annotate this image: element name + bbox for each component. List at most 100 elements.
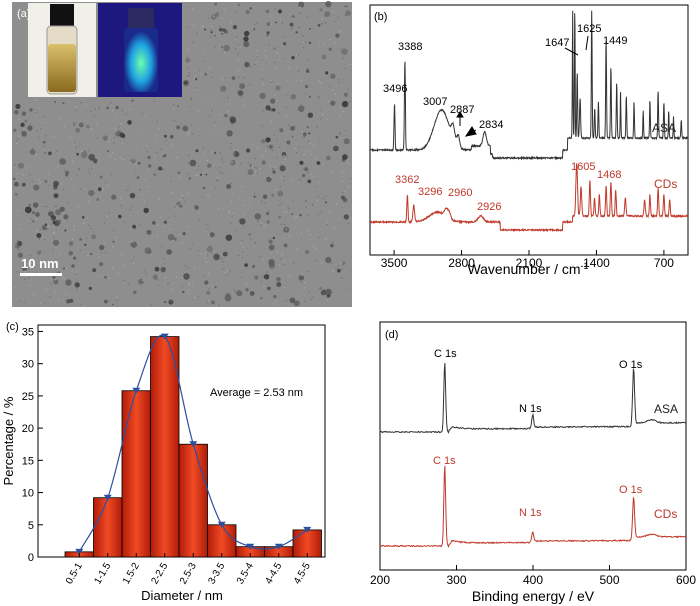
tem-noise xyxy=(298,5,300,7)
tem-noise xyxy=(301,274,303,276)
tem-noise xyxy=(115,130,117,132)
tem-noise xyxy=(298,295,300,297)
tem-noise xyxy=(143,200,146,202)
tem-noise xyxy=(98,274,100,277)
tem-noise xyxy=(234,39,237,41)
tem-noise xyxy=(345,287,348,289)
tem-noise xyxy=(297,70,299,72)
distribution-fit-curve xyxy=(78,334,308,553)
tem-noise xyxy=(79,303,81,305)
distribution-markers xyxy=(75,333,312,555)
histogram-y-tick-label: 15 xyxy=(22,455,34,467)
tem-noise xyxy=(321,262,323,264)
tem-noise xyxy=(31,181,33,183)
tem-noise xyxy=(258,256,261,258)
tem-noise xyxy=(227,111,229,113)
tem-noise xyxy=(44,303,46,305)
tem-particle xyxy=(13,177,16,181)
xps-x-tick-label: 300 xyxy=(446,573,466,587)
tem-particle xyxy=(276,282,282,287)
tem-noise xyxy=(347,186,349,188)
tem-noise xyxy=(128,283,130,285)
tem-noise xyxy=(237,52,239,55)
tem-noise xyxy=(117,273,119,275)
tem-particle xyxy=(239,218,246,225)
tem-particle xyxy=(132,224,137,229)
tem-noise xyxy=(221,172,224,174)
tem-noise xyxy=(295,125,297,127)
tem-noise xyxy=(229,270,231,272)
ftir-cds-line xyxy=(369,163,689,233)
tem-noise xyxy=(204,257,206,259)
tem-noise xyxy=(192,8,194,10)
tem-noise xyxy=(170,146,172,148)
tem-noise xyxy=(268,209,270,212)
tem-noise xyxy=(343,171,345,174)
tem-particle xyxy=(214,12,220,17)
tem-noise xyxy=(326,299,328,302)
tem-noise xyxy=(175,276,177,278)
tem-noise xyxy=(90,167,93,169)
tem-noise xyxy=(206,159,208,162)
tem-noise xyxy=(261,59,263,61)
tem-particle xyxy=(270,98,276,104)
tem-noise xyxy=(36,99,38,101)
tem-noise xyxy=(48,225,50,227)
tem-noise xyxy=(268,44,270,46)
tem-particle xyxy=(265,9,270,14)
tem-noise xyxy=(121,110,124,112)
tem-noise xyxy=(203,50,205,52)
tem-particle xyxy=(290,94,297,100)
tem-noise xyxy=(323,42,325,44)
tem-noise xyxy=(87,255,89,257)
tem-particle xyxy=(127,120,132,125)
vial-daylight-photo xyxy=(28,3,96,97)
tem-particle xyxy=(160,266,166,273)
tem-particle xyxy=(144,247,152,255)
tem-particle xyxy=(15,193,18,196)
tem-particle xyxy=(204,72,208,76)
tem-noise xyxy=(103,104,105,106)
tem-noise xyxy=(260,224,262,226)
tem-noise xyxy=(115,237,117,239)
tem-noise xyxy=(283,261,285,263)
ftir-cds-peak-label: 1605 xyxy=(571,161,595,173)
tem-noise xyxy=(116,299,118,302)
tem-particle xyxy=(188,177,191,180)
tem-particle xyxy=(18,162,25,169)
tem-noise xyxy=(236,36,238,38)
tem-noise xyxy=(167,216,169,219)
tem-noise xyxy=(63,125,66,127)
ftir-asa-peak-label: 3007 xyxy=(423,96,447,108)
tem-noise xyxy=(307,230,310,232)
tem-particle xyxy=(245,288,249,292)
tem-noise xyxy=(135,163,137,165)
panel-b: (b) 3500 2800 2100 1400 700 Wavenumber / cm-… xyxy=(369,4,689,277)
tem-noise xyxy=(204,98,206,100)
tem-noise xyxy=(199,69,201,71)
tem-noise xyxy=(25,167,28,169)
tem-noise xyxy=(101,252,103,254)
tem-noise xyxy=(195,174,197,177)
tem-noise xyxy=(260,280,262,282)
tem-noise xyxy=(233,289,235,291)
tem-noise xyxy=(296,248,298,250)
tem-noise xyxy=(90,110,92,112)
tem-noise xyxy=(193,89,195,91)
tem-noise xyxy=(221,258,223,260)
tem-noise xyxy=(224,236,227,239)
tem-particle xyxy=(237,3,241,7)
tem-noise xyxy=(221,77,224,79)
tem-noise xyxy=(203,153,205,155)
tem-particle xyxy=(341,100,349,108)
tem-noise xyxy=(127,300,129,303)
tem-particle xyxy=(316,161,321,165)
tem-particle xyxy=(151,221,156,225)
tem-particle xyxy=(119,132,125,138)
tem-particle xyxy=(118,214,122,219)
tem-particle xyxy=(24,206,32,214)
tem-particle xyxy=(168,299,174,305)
tem-noise xyxy=(337,219,339,221)
tem-particle xyxy=(275,21,277,24)
tem-noise xyxy=(215,132,217,134)
